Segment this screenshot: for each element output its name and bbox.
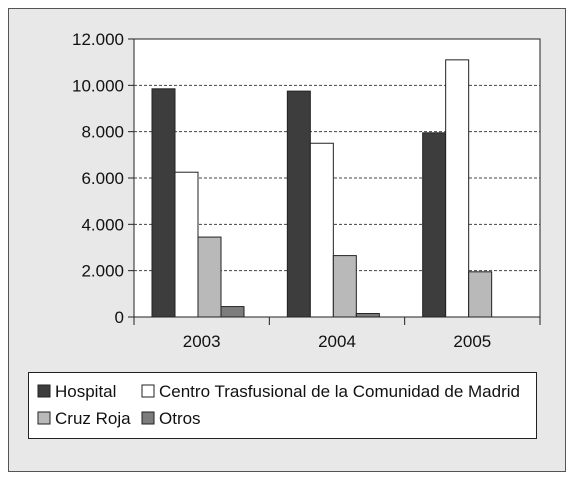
y-tick-label: 0	[115, 308, 124, 327]
legend-swatch	[37, 384, 51, 398]
legend-swatch	[37, 411, 51, 425]
y-tick-labels: 0 2.000 4.000 6.000 8.000 10.000 12.000	[72, 30, 124, 327]
x-tick-label: 2004	[318, 332, 356, 351]
y-tick-label: 6.000	[81, 169, 124, 188]
bar-cruz-2005	[468, 271, 493, 318]
bar-hospital-2003	[151, 88, 176, 318]
legend: Hospital Centro Trasfusional de la Comuni…	[28, 372, 537, 439]
chart-frame: 0 2.000 4.000 6.000 8.000 10.000 12.000 2003 20…	[8, 8, 566, 472]
legend-swatch	[141, 411, 155, 425]
legend-items: Hospital Centro Trasfusional de la Comuni…	[37, 382, 520, 428]
legend-label: Otros	[159, 409, 201, 428]
bar-centro-2003	[174, 171, 199, 318]
x-tick-label: 2003	[183, 332, 221, 351]
bar-otros-2003	[220, 306, 245, 318]
y-tick-label: 12.000	[72, 30, 124, 49]
y-tick-label: 8.000	[81, 123, 124, 142]
legend-label: Hospital	[55, 382, 116, 401]
legend-box	[28, 372, 537, 439]
bar-centro-2004	[309, 142, 334, 318]
x-tick-label: 2005	[453, 332, 491, 351]
y-tick-label: 10.000	[72, 76, 124, 95]
y-tick-label: 2.000	[81, 262, 124, 281]
bar-centro-2005	[445, 59, 470, 318]
x-tick-labels: 2003 2004 2005	[183, 332, 491, 351]
bars	[151, 59, 493, 318]
axes	[128, 38, 541, 325]
bar-cruz-2004	[332, 255, 357, 318]
legend-label: Cruz Roja	[55, 409, 131, 428]
legend-swatch	[141, 384, 155, 398]
bar-hospital-2005	[422, 132, 447, 318]
bar-otros-2004	[355, 313, 380, 318]
bar-hospital-2004	[286, 90, 311, 318]
y-tick-label: 4.000	[81, 215, 124, 234]
bar-cruz-2003	[197, 236, 222, 318]
legend-label: Centro Trasfusional de la Comunidad de M…	[159, 382, 520, 401]
